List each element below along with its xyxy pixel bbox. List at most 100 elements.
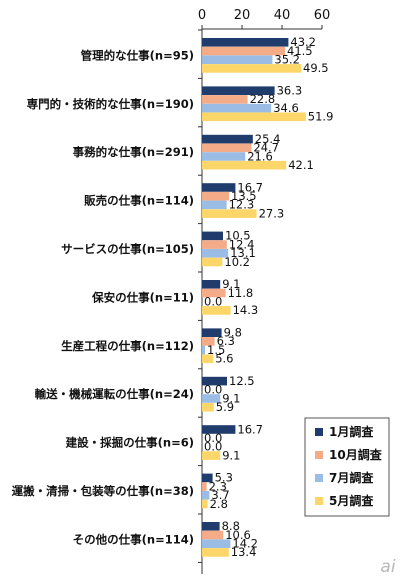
category-label: 事務的な仕事(n=291)	[73, 145, 194, 159]
data-label: 5.6	[215, 352, 233, 366]
legend-label: 1月調査	[329, 424, 374, 439]
data-label: 0.0	[204, 440, 222, 454]
value-labels: 43.241.535.249.536.322.834.6 51.9 25.424.7…	[204, 35, 333, 559]
bar	[202, 64, 301, 73]
data-label: 27.3	[259, 206, 285, 220]
data-label: 9.1	[222, 277, 240, 291]
x-tick-label: 20	[234, 8, 251, 23]
bar	[202, 280, 221, 289]
bar	[202, 240, 227, 249]
bar	[202, 152, 246, 161]
data-label: 9.1	[222, 391, 240, 405]
bar	[202, 425, 236, 434]
legend-label: 5月調査	[329, 493, 374, 508]
x-tick-label: 60	[314, 8, 331, 23]
data-label: 1.5	[207, 343, 225, 357]
category-label: 建設・採掘の仕事(n=6)	[66, 436, 194, 450]
data-label: 9.1	[222, 448, 240, 462]
data-label: 51.9	[308, 110, 334, 124]
bar	[202, 337, 215, 346]
data-label: 2.3	[209, 479, 227, 493]
data-label: 42.1	[288, 158, 314, 172]
category-label: 生産工程の仕事(n=112)	[61, 339, 194, 353]
legend-label: 10月調査	[329, 447, 383, 462]
bar	[202, 191, 229, 201]
bar	[202, 143, 252, 153]
data-label: 25.4	[255, 132, 281, 146]
data-label: 43.2	[290, 35, 316, 49]
data-label: 2.8	[210, 497, 228, 511]
data-label: 35.2	[274, 53, 300, 67]
category-label: サービスの仕事(n=105)	[61, 242, 194, 256]
data-label: 22.8	[250, 92, 276, 106]
legend-swatch	[315, 428, 323, 436]
bar	[202, 402, 214, 412]
bar	[202, 38, 289, 47]
bar	[202, 288, 226, 298]
x-tick-label: 0	[198, 8, 206, 23]
bar	[202, 112, 306, 122]
bar	[202, 473, 213, 483]
bars	[202, 38, 306, 557]
legend-swatch	[315, 451, 323, 459]
category-label: 専門的・技術的な仕事(n=190)	[27, 97, 194, 111]
bar	[202, 306, 231, 315]
bar	[202, 328, 222, 337]
data-label: 12.4	[229, 237, 255, 251]
legend: 1月調査 10月調査 7月調査 5月調査	[304, 417, 390, 517]
legend-swatch	[315, 474, 323, 482]
bar	[202, 200, 227, 210]
data-label: 10.2	[224, 255, 250, 269]
legend-label: 7月調査	[329, 470, 374, 485]
bar	[202, 482, 207, 491]
data-label: 49.5	[303, 61, 329, 75]
category-label: その他の仕事(n=114)	[73, 532, 194, 546]
bar	[202, 522, 220, 531]
bar	[202, 231, 223, 241]
data-label: 16.7	[237, 180, 263, 194]
bar	[202, 46, 285, 56]
bar	[202, 376, 227, 386]
bar	[202, 354, 214, 364]
data-label: 0.0	[204, 295, 222, 309]
data-label: 6.3	[217, 334, 235, 348]
data-label: 5.3	[215, 471, 233, 485]
bar	[202, 249, 229, 258]
data-label: 12.3	[229, 198, 255, 212]
data-label: 9.8	[224, 326, 242, 340]
bar	[202, 209, 257, 218]
data-label: 11.8	[228, 286, 254, 300]
data-label: 12.5	[229, 374, 255, 388]
bar	[202, 103, 272, 113]
data-label: 5.9	[216, 400, 234, 414]
data-label: 13.1	[230, 246, 256, 260]
data-label: 10.5	[225, 229, 251, 243]
data-label: 13.4	[231, 545, 257, 559]
data-label: 8.8	[222, 519, 240, 533]
bar	[202, 499, 208, 509]
category-label: 管理的な仕事(n=95)	[81, 48, 194, 62]
bar	[202, 86, 275, 95]
data-label: 21.6	[247, 149, 273, 163]
bar	[202, 55, 273, 64]
x-tick-label: 40	[274, 8, 291, 23]
bar	[202, 183, 236, 192]
category-labels: 管理的な仕事(n=95) 専門的・技術的な仕事(n=190) 事務的な仕事(n=29…	[12, 48, 194, 546]
bar	[202, 394, 221, 403]
data-label: 0.0	[204, 383, 222, 397]
data-label: 14.2	[232, 537, 258, 551]
watermark-logo: ai	[380, 557, 395, 577]
bar	[202, 345, 205, 355]
legend-swatch	[315, 497, 323, 505]
bar	[202, 548, 229, 557]
category-label: 輸送・機械運転の仕事(n=24)	[35, 387, 194, 401]
data-label: 24.7	[253, 141, 279, 155]
bar	[202, 134, 253, 144]
data-label: 16.7	[237, 422, 263, 436]
data-label: 36.3	[277, 84, 303, 98]
category-label: 保安の仕事(n=11)	[91, 290, 194, 304]
category-label: 運搬・清掃・包装等の仕事(n=38)	[12, 484, 194, 498]
bar	[202, 539, 231, 548]
data-label: 10.6	[225, 528, 251, 542]
